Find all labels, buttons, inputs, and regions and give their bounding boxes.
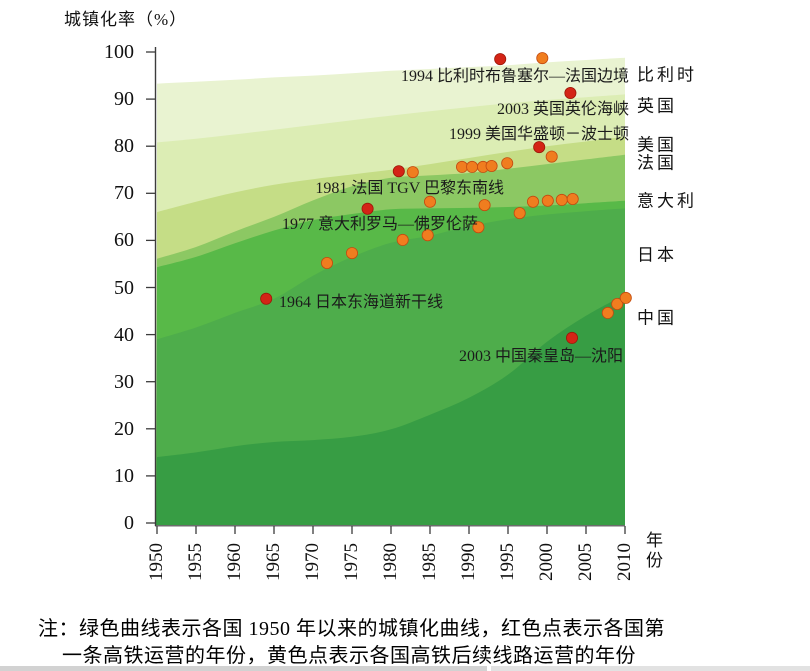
followup-line-dot: [421, 229, 434, 242]
y-axis-title: 城镇化率（%）: [64, 10, 188, 29]
followup-line-dot: [320, 256, 333, 269]
y-tick-label: 0: [124, 512, 134, 534]
y-tick-label: 40: [114, 323, 134, 346]
figure-note-line-2: 一条高铁运营的年份，黄色点表示各国高铁后续线路运营的年份: [62, 645, 636, 667]
followup-line-dot: [396, 233, 409, 246]
followup-line-dot: [513, 207, 526, 220]
x-tick-label: 1950: [146, 543, 167, 581]
page-edge-strip-left: [0, 666, 487, 671]
country-label: 日本: [637, 245, 677, 265]
followup-line-dot: [455, 160, 468, 173]
area-china: [156, 294, 625, 525]
x-tick-label: 2000: [536, 543, 557, 581]
y-tick-label: 10: [114, 464, 134, 487]
followup-line-dot: [472, 221, 485, 234]
country-label: 比利时: [637, 65, 697, 85]
page-edge-strip-right: [491, 666, 810, 671]
x-tick-label: 2010: [614, 543, 635, 581]
first-line-dot: [566, 331, 579, 344]
y-tick-label: 20: [114, 417, 134, 440]
followup-line-dot: [536, 52, 549, 65]
followup-line-dot: [619, 291, 632, 304]
figure-note-line-1: 注：绿色曲线表示各国 1950 年以来的城镇化曲线，红色点表示各国第: [38, 618, 665, 640]
followup-line-dot: [611, 297, 624, 310]
hsr-annotation: 1964 日本东海道新干线: [279, 294, 444, 311]
followup-line-dot: [345, 247, 358, 260]
followup-line-dot: [485, 159, 498, 172]
y-tick-label: 30: [114, 370, 134, 393]
y-tick-label: 70: [114, 182, 134, 205]
first-line-dot: [564, 87, 577, 100]
country-label: 中国: [637, 308, 677, 328]
x-tick-label: 2005: [575, 543, 596, 581]
x-axis-title-line-1: 年: [646, 531, 663, 550]
x-tick-label: 1975: [341, 543, 362, 581]
y-tick-label: 90: [114, 88, 134, 111]
hsr-annotation: 2003 英国英伦海峡: [496, 101, 629, 118]
followup-line-dot: [541, 194, 554, 207]
hsr-annotation: 2003 中国秦皇岛—沈阳: [458, 348, 623, 365]
y-tick-label: 60: [114, 229, 134, 252]
first-line-dot: [260, 292, 273, 305]
hsr-annotation: 1977 意大利罗马—佛罗伦萨: [281, 216, 478, 233]
followup-line-dot: [466, 160, 479, 173]
x-tick-label: 1960: [224, 543, 245, 581]
x-tick-label: 1995: [497, 543, 518, 581]
y-tick-label: 100: [104, 41, 134, 63]
x-axis-title: 年 份: [646, 531, 663, 571]
hsr-annotation: 1994 比利时布鲁塞尔—法国边境: [400, 68, 629, 85]
followup-line-dot: [406, 166, 419, 179]
x-tick-label: 1955: [185, 543, 206, 581]
hsr-annotation: 1999 美国华盛顿－波士顿: [448, 126, 629, 143]
country-label: 英国: [637, 96, 677, 116]
followup-line-dot: [527, 195, 540, 208]
country-label: 美国: [637, 135, 677, 155]
hsr-annotation: 1981 法国 TGV 巴黎东南线: [315, 180, 504, 197]
first-line-dot: [392, 165, 405, 178]
first-line-dot: [494, 53, 507, 66]
followup-line-dot: [423, 195, 436, 208]
first-line-dot: [361, 202, 374, 215]
followup-line-dot: [555, 193, 568, 206]
x-tick-label: 1985: [419, 543, 440, 581]
x-tick-label: 1990: [458, 543, 479, 581]
followup-line-dot: [501, 157, 514, 170]
x-axis-title-line-2: 份: [646, 551, 663, 570]
followup-line-dot: [566, 192, 579, 205]
country-label: 意大利: [637, 191, 697, 211]
followup-line-dot: [478, 199, 491, 212]
country-label: 法国: [637, 153, 677, 173]
x-tick-label: 1980: [380, 543, 401, 581]
y-tick-label: 50: [114, 276, 134, 299]
followup-line-dot: [545, 150, 558, 163]
followup-line-dot: [601, 306, 614, 319]
y-tick-label: 80: [114, 135, 134, 158]
x-tick-label: 1970: [302, 543, 323, 581]
first-line-dot: [533, 141, 546, 154]
x-tick-label: 1965: [263, 543, 284, 581]
